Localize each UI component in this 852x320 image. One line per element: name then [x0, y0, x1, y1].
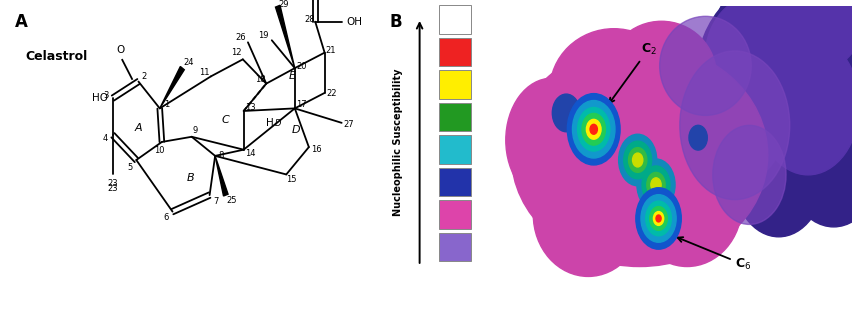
- Circle shape: [656, 215, 661, 222]
- Text: 27: 27: [343, 120, 354, 129]
- Ellipse shape: [659, 16, 751, 116]
- Ellipse shape: [758, 0, 852, 110]
- Text: A: A: [15, 13, 28, 31]
- Text: 9: 9: [193, 125, 198, 135]
- Polygon shape: [275, 5, 295, 68]
- Text: 28: 28: [305, 15, 315, 24]
- Text: Celastrol: Celastrol: [26, 50, 88, 63]
- Ellipse shape: [705, 0, 815, 118]
- Text: 16: 16: [311, 145, 321, 154]
- Circle shape: [586, 119, 601, 139]
- Text: 29: 29: [278, 0, 289, 9]
- Text: D: D: [274, 119, 281, 128]
- Text: 1: 1: [164, 100, 170, 109]
- Circle shape: [629, 148, 647, 172]
- Text: D: D: [291, 125, 301, 135]
- Text: OH: OH: [346, 17, 362, 27]
- Ellipse shape: [667, 103, 758, 227]
- Text: HO: HO: [92, 93, 108, 103]
- Text: 3: 3: [103, 91, 108, 100]
- Text: 7: 7: [214, 197, 219, 206]
- FancyBboxPatch shape: [439, 103, 470, 131]
- Circle shape: [641, 195, 676, 242]
- FancyBboxPatch shape: [439, 200, 470, 229]
- Ellipse shape: [632, 143, 742, 267]
- Text: 14: 14: [245, 149, 256, 158]
- Circle shape: [689, 125, 707, 150]
- Ellipse shape: [713, 53, 786, 177]
- Circle shape: [637, 159, 675, 211]
- Polygon shape: [216, 156, 228, 196]
- FancyBboxPatch shape: [439, 5, 470, 34]
- Text: 24: 24: [183, 59, 193, 68]
- Ellipse shape: [607, 21, 717, 130]
- Text: 21: 21: [325, 46, 336, 55]
- Text: 17: 17: [296, 100, 307, 109]
- Ellipse shape: [733, 113, 825, 237]
- Text: 18: 18: [256, 76, 266, 84]
- Circle shape: [552, 94, 580, 132]
- Ellipse shape: [769, 0, 852, 71]
- Circle shape: [573, 100, 615, 158]
- Circle shape: [619, 134, 657, 186]
- Circle shape: [653, 212, 664, 225]
- Text: C$_6$: C$_6$: [677, 237, 751, 272]
- Circle shape: [590, 124, 597, 134]
- Circle shape: [624, 141, 652, 179]
- Ellipse shape: [550, 29, 678, 153]
- Ellipse shape: [680, 51, 790, 200]
- Text: C: C: [221, 115, 229, 125]
- Ellipse shape: [506, 78, 597, 202]
- Text: O: O: [117, 45, 124, 55]
- Text: 15: 15: [286, 175, 297, 184]
- Circle shape: [632, 153, 642, 167]
- Text: 10: 10: [154, 146, 165, 155]
- Text: 23: 23: [107, 179, 118, 188]
- Text: A: A: [135, 123, 142, 133]
- Text: 22: 22: [326, 89, 337, 99]
- Text: 12: 12: [231, 48, 242, 57]
- Text: 23: 23: [107, 184, 118, 193]
- Circle shape: [647, 172, 665, 197]
- Text: 2: 2: [141, 72, 147, 81]
- Ellipse shape: [717, 0, 826, 76]
- Text: Nucleophilic Susceptibility: Nucleophilic Susceptibility: [394, 68, 403, 216]
- Circle shape: [578, 108, 610, 151]
- Circle shape: [651, 178, 661, 192]
- Text: 8: 8: [218, 151, 223, 160]
- Text: 4: 4: [103, 134, 108, 143]
- Text: 26: 26: [235, 33, 246, 42]
- Ellipse shape: [757, 36, 852, 175]
- FancyBboxPatch shape: [439, 70, 470, 99]
- Text: C$_2$: C$_2$: [609, 42, 657, 103]
- Ellipse shape: [696, 0, 852, 180]
- Text: 25: 25: [227, 196, 237, 205]
- Text: 20: 20: [296, 61, 307, 71]
- Ellipse shape: [533, 153, 643, 276]
- Circle shape: [636, 188, 682, 249]
- Text: 11: 11: [199, 68, 210, 77]
- FancyBboxPatch shape: [439, 135, 470, 164]
- Text: B: B: [187, 173, 194, 183]
- Text: B: B: [390, 13, 402, 31]
- Circle shape: [650, 207, 667, 230]
- Circle shape: [646, 201, 671, 236]
- Ellipse shape: [779, 53, 852, 227]
- FancyBboxPatch shape: [439, 38, 470, 66]
- Text: 19: 19: [258, 31, 268, 40]
- Ellipse shape: [511, 44, 768, 267]
- Circle shape: [642, 166, 670, 204]
- Ellipse shape: [713, 125, 786, 224]
- Circle shape: [582, 113, 606, 145]
- Text: 5: 5: [127, 163, 133, 172]
- FancyBboxPatch shape: [439, 168, 470, 196]
- Text: E: E: [288, 71, 296, 81]
- Circle shape: [567, 94, 620, 165]
- Text: H: H: [266, 118, 273, 128]
- FancyBboxPatch shape: [439, 233, 470, 261]
- Text: 6: 6: [164, 213, 169, 222]
- Text: 13: 13: [245, 103, 256, 112]
- Polygon shape: [160, 67, 184, 108]
